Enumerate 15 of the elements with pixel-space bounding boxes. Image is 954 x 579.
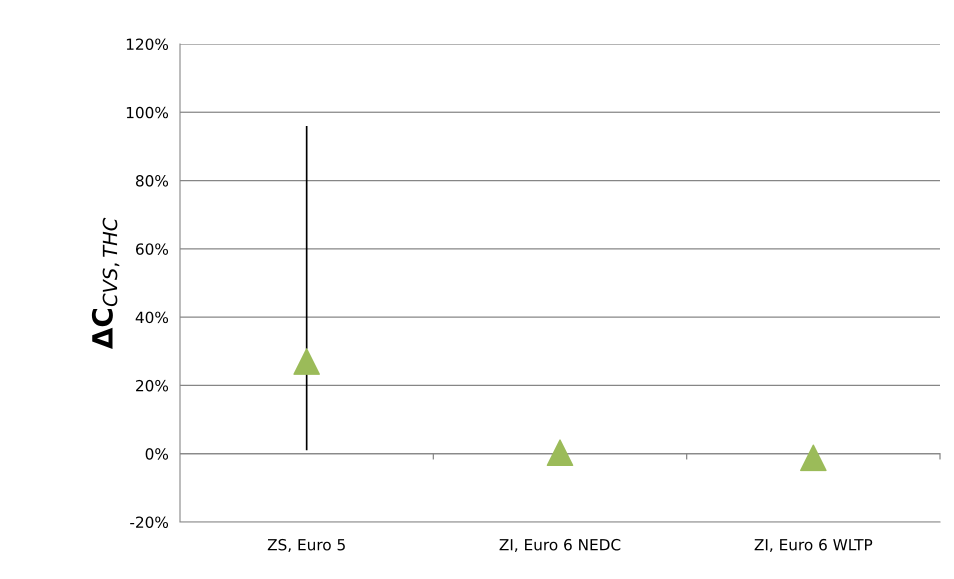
y-tick-label: -20% [130,516,168,528]
x-tick-label: ZS, Euro 5 [268,538,345,552]
y-axis-title: ΔC$_{CVS,THC}$ [92,218,120,349]
y-tick-label: 0% [146,448,168,460]
y-tick-label: 20% [136,380,168,392]
point [546,439,574,466]
x-tick-label: ZI, Euro 6 WLTP [754,538,872,552]
point [800,444,827,472]
y-tick-label: 120% [126,38,168,50]
y-tick-label: 80% [136,175,168,187]
y-tick-label: 60% [136,243,168,255]
x-tick-label: ZI, Euro 6 NEDC [500,538,620,552]
y-tick-label: 100% [126,106,168,118]
y-tick-label: 40% [136,312,168,324]
point [293,348,320,375]
